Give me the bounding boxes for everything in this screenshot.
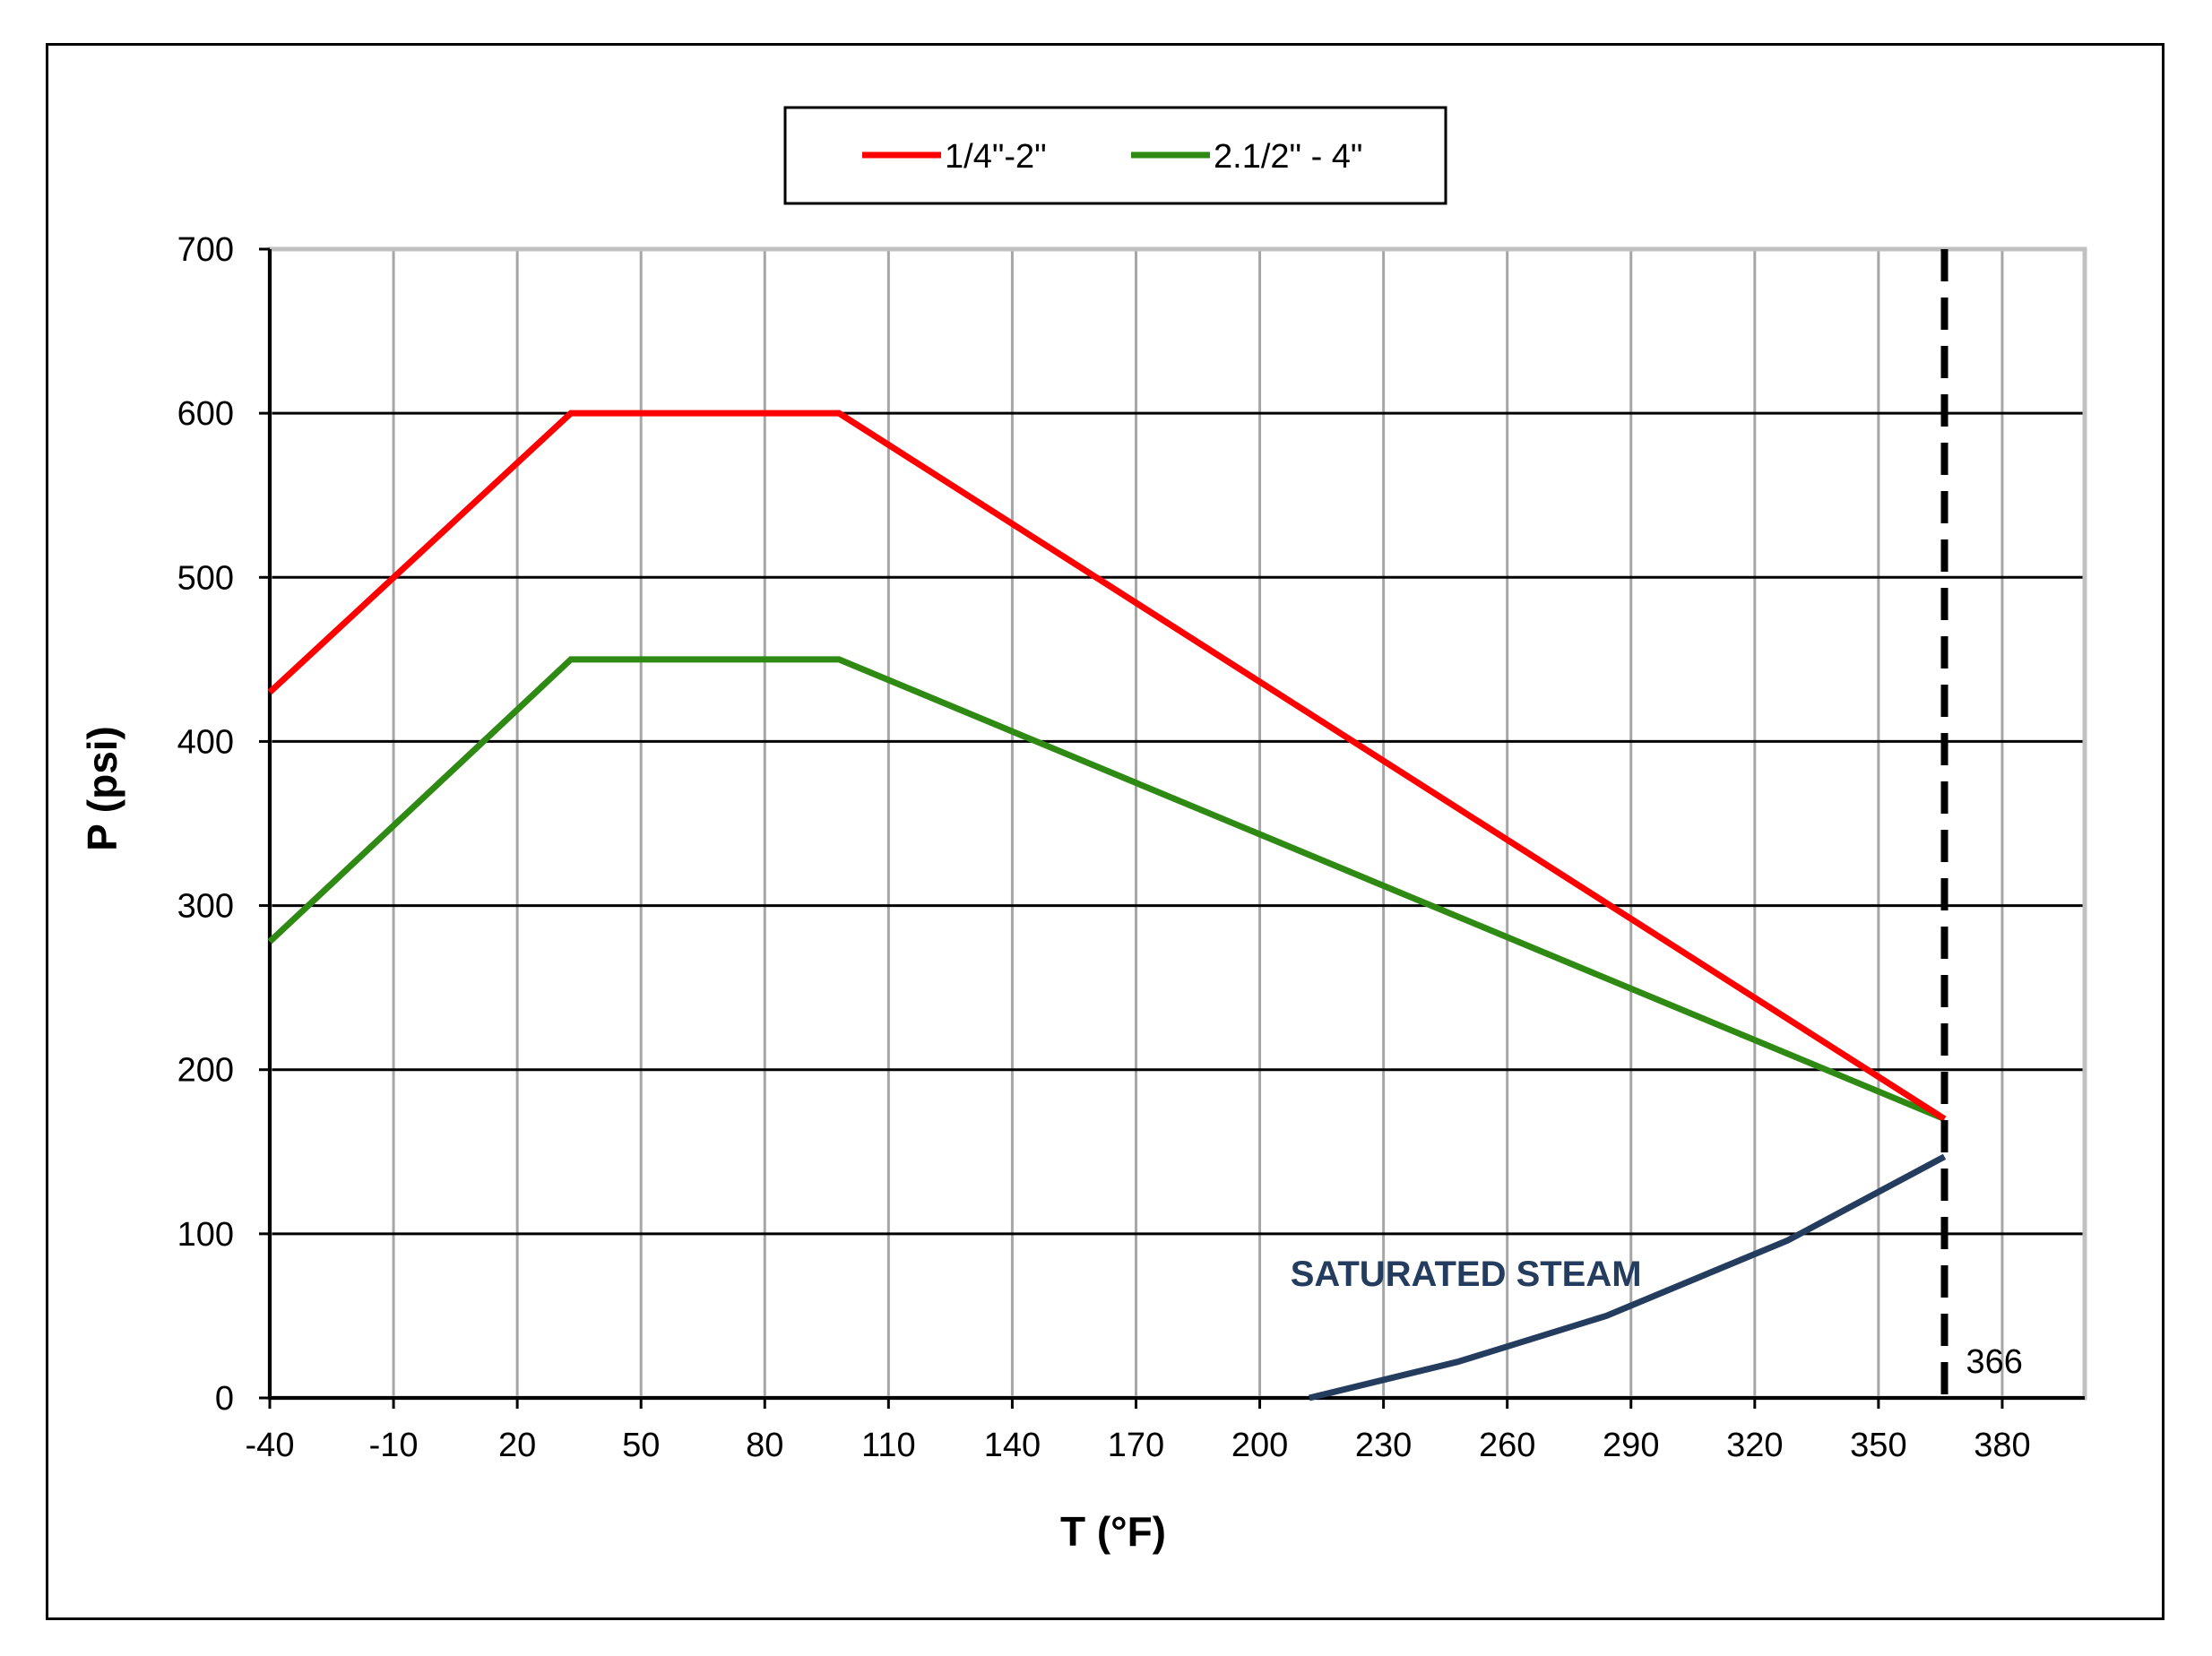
x-tick-label: 110: [861, 1427, 916, 1464]
legend-label-series-1: 1/4"-2": [945, 138, 1047, 176]
y-tick-label: 500: [177, 559, 234, 597]
x-tick-label: 260: [1479, 1427, 1535, 1464]
x-axis-label: T (°F): [1060, 1508, 1166, 1555]
y-tick-label: 100: [177, 1216, 234, 1254]
x-tick-label: 350: [1850, 1427, 1906, 1464]
x-tick-label: -10: [369, 1427, 419, 1464]
x-tick-label: 230: [1355, 1427, 1412, 1464]
horizontal-gridlines: [270, 411, 2085, 1236]
y-tick-label: 400: [177, 723, 234, 761]
x-tick-label: -40: [246, 1427, 295, 1464]
y-axis-label: P (psi): [79, 726, 125, 851]
y-tick-label: 300: [177, 888, 234, 926]
y-tick-labels: 0 100 200 300 400 500 600 700: [177, 231, 234, 1418]
chart-frame: [46, 43, 2164, 1620]
reference-line-label: 366: [1966, 1343, 2023, 1381]
series-line-2: [267, 656, 1946, 1122]
series-line-1: [267, 410, 1947, 1122]
series-layer: [267, 410, 1947, 1402]
saturated-steam-annotation: SATURATED STEAM: [1291, 1255, 1642, 1294]
y-tick-label: 700: [177, 231, 234, 269]
series-line-3: [1308, 1153, 1947, 1402]
legend-label-series-2: 2.1/2" - 4": [1214, 138, 1362, 176]
x-tick-label: 50: [622, 1427, 660, 1464]
x-tick-label: 80: [746, 1427, 783, 1464]
x-tick-label: 170: [1108, 1427, 1164, 1464]
legend: 1/4"-2" 2.1/2" - 4": [783, 106, 1447, 205]
axes: [259, 247, 2085, 1409]
y-tick-label: 600: [177, 395, 234, 433]
y-tick-label: 0: [215, 1380, 234, 1418]
x-tick-label: 320: [1726, 1427, 1783, 1464]
x-tick-label: 20: [498, 1427, 536, 1464]
vertical-gridlines: [392, 249, 2004, 1398]
x-tick-label: 380: [1974, 1427, 2030, 1464]
y-tick-label: 200: [177, 1052, 234, 1090]
x-tick-labels: -40 -10 20 50 80 110 140 170 200 230 260 290 320 350 3…: [246, 1427, 2031, 1464]
annotation-layer: SATURATED STEAM 366: [1291, 1255, 2023, 1381]
x-tick-label: 140: [984, 1427, 1041, 1464]
x-tick-label: 200: [1231, 1427, 1288, 1464]
x-tick-label: 290: [1603, 1427, 1659, 1464]
